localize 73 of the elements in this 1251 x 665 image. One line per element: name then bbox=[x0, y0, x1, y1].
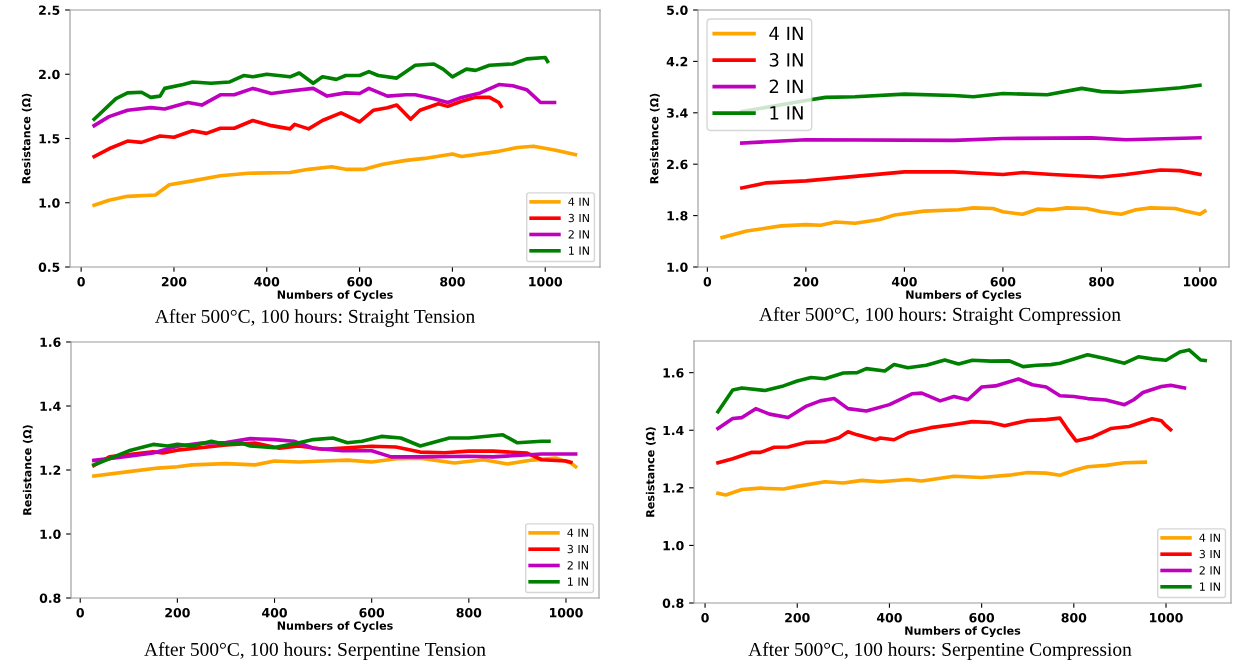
y-tick-label: 0.8 bbox=[39, 593, 61, 603]
text: After 500°C, 100 hours: Straight Compression bbox=[759, 307, 1121, 325]
x-tick-label: 600 bbox=[359, 607, 385, 618]
x-tick-label: 400 bbox=[891, 276, 917, 287]
legend-label: 1 IN bbox=[568, 577, 588, 586]
legend-label: 2 IN bbox=[769, 79, 803, 93]
x-axis-title: Numbers of Cycles bbox=[277, 621, 393, 633]
y-tick-label: 0.5 bbox=[38, 262, 60, 272]
x-tick-label: 1000 bbox=[549, 607, 583, 618]
x-tick-label: 200 bbox=[165, 607, 190, 618]
y-tick-label: 1.5 bbox=[39, 134, 60, 144]
text: After 500°C, 100 hours: Serpentine Tension bbox=[144, 642, 486, 660]
legend-label: 4 IN bbox=[568, 197, 589, 206]
x-tick-label: 0 bbox=[76, 607, 84, 618]
legend-label: 3 IN bbox=[567, 544, 588, 554]
y-tick-label: 1.4 bbox=[663, 425, 684, 435]
y-tick-label: 1.4 bbox=[40, 401, 61, 411]
text: After 500°C, 100 hours: Straight Tension bbox=[155, 309, 475, 327]
x-tick-label: 400 bbox=[876, 612, 902, 623]
y-tick-label: 4.2 bbox=[666, 56, 688, 67]
x-tick-label: 600 bbox=[347, 276, 373, 287]
x-axis-title: Numbers of Cycles bbox=[906, 290, 1022, 302]
y-tick-label: 0.8 bbox=[662, 598, 684, 608]
y-axis-title: Resistance (Ω) bbox=[645, 427, 656, 517]
legend-label: 4 IN bbox=[769, 26, 803, 40]
x-axis-title: Numbers of Cycles bbox=[277, 290, 393, 302]
y-tick-label: 5.0 bbox=[667, 5, 688, 15]
y-tick-label: 1.0 bbox=[667, 262, 688, 272]
y-tick-label: 2.0 bbox=[39, 69, 60, 80]
x-tick-label: 0 bbox=[701, 612, 709, 623]
x-tick-label: 600 bbox=[990, 276, 1016, 287]
y-tick-label: 1.6 bbox=[663, 368, 684, 378]
legend-label: 1 IN bbox=[1200, 582, 1220, 591]
y-tick-label: 1.0 bbox=[663, 540, 684, 551]
legend-label: 1 IN bbox=[569, 246, 589, 255]
x-tick-label: 0 bbox=[77, 276, 85, 287]
x-tick-label: 800 bbox=[440, 276, 465, 287]
x-tick-label: 200 bbox=[793, 276, 819, 287]
y-axis-title: Resistance (Ω) bbox=[21, 93, 32, 184]
y-tick-label: 2.5 bbox=[39, 5, 60, 15]
y-axis-title: Resistance (Ω) bbox=[22, 425, 33, 515]
x-tick-label: 800 bbox=[1061, 612, 1087, 623]
x-tick-label: 1000 bbox=[1150, 612, 1183, 623]
x-tick-label: 600 bbox=[969, 612, 995, 623]
y-tick-label: 1.2 bbox=[40, 465, 61, 475]
x-tick-label: 0 bbox=[703, 276, 712, 287]
legend-label: 4 IN bbox=[567, 528, 588, 537]
x-axis-title: Numbers of Cycles bbox=[905, 626, 1021, 638]
y-tick-label: 1.8 bbox=[667, 211, 688, 221]
x-tick-label: 800 bbox=[456, 607, 482, 618]
legend-label: 2 IN bbox=[567, 561, 588, 570]
legend-label: 3 IN bbox=[568, 213, 589, 223]
y-tick-label: 2.6 bbox=[667, 159, 688, 170]
x-tick-label: 200 bbox=[785, 612, 810, 623]
y-axis-title: Resistance (Ω) bbox=[649, 93, 660, 184]
x-tick-label: 200 bbox=[161, 276, 187, 287]
x-tick-label: 1000 bbox=[1183, 276, 1217, 287]
legend-label: 4 IN bbox=[1199, 533, 1220, 542]
x-tick-label: 400 bbox=[254, 276, 280, 287]
legend-label: 1 IN bbox=[770, 106, 803, 120]
y-tick-label: 1.0 bbox=[39, 198, 60, 208]
text: After 500°C, 100 hours: Serpentine Compression bbox=[748, 642, 1132, 660]
legend-label: 2 IN bbox=[568, 230, 589, 239]
legend-label: 3 IN bbox=[769, 53, 803, 67]
y-tick-label: 1.0 bbox=[40, 529, 61, 539]
x-tick-label: 1000 bbox=[529, 276, 563, 287]
x-tick-label: 800 bbox=[1089, 276, 1114, 287]
legend-label: 2 IN bbox=[1199, 566, 1220, 575]
x-tick-label: 400 bbox=[262, 607, 287, 618]
y-tick-label: 1.6 bbox=[40, 337, 61, 347]
y-tick-label: 3.4 bbox=[666, 108, 688, 118]
y-tick-label: 1.2 bbox=[663, 483, 684, 493]
legend-label: 3 IN bbox=[1199, 549, 1220, 559]
